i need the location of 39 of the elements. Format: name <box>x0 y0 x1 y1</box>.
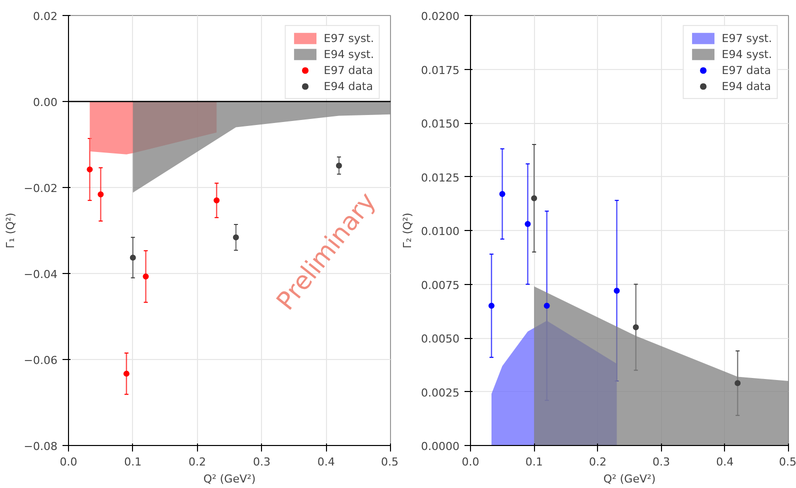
y-tick-label: 0.0125 <box>421 171 460 184</box>
x-tick-label: 0.4 <box>317 456 335 468</box>
x-tick-label: 0.2 <box>588 456 606 468</box>
x-tick-label: 0.3 <box>652 456 670 468</box>
y-axis-title: Γ₁ (Q²) <box>4 212 17 248</box>
y-tick-label: −0.06 <box>24 354 58 367</box>
y-tick-label: 0.0175 <box>421 64 460 77</box>
legend-label: E94 syst. <box>324 48 374 60</box>
legend-label: E94 data <box>324 80 373 92</box>
y-tick-label: 0.02 <box>33 10 58 23</box>
y-tick-label: −0.08 <box>24 440 58 453</box>
y-tick-label: 0.0050 <box>421 332 460 346</box>
y-tick-label: 0.0075 <box>421 278 460 292</box>
y-tick-label: 0.0150 <box>421 118 460 130</box>
x-tick-label: 0.0 <box>462 456 480 468</box>
y-tick-label: 0.0100 <box>421 225 460 238</box>
y-tick-label: −0.02 <box>24 182 58 195</box>
y-tick-label: 0.0025 <box>421 386 460 400</box>
y-tick-label: 0.00 <box>33 96 58 109</box>
legend-label: E97 data <box>324 64 373 76</box>
y-axis-title: Γ₂ (Q²) <box>401 212 414 248</box>
x-tick-label: 0.2 <box>188 456 206 468</box>
legend-label: E97 syst. <box>324 32 374 44</box>
x-tick-label: 0.1 <box>525 456 543 468</box>
x-tick-label: 0.5 <box>779 456 796 468</box>
y-tick-label: 0.0000 <box>421 440 460 453</box>
legend-label: E97 data <box>722 64 771 76</box>
x-tick-label: 0.1 <box>124 456 142 468</box>
x-axis-title: Q² (GeV²) <box>203 472 256 486</box>
legend-label: E94 syst. <box>722 48 772 60</box>
y-tick-label: −0.04 <box>24 268 58 281</box>
x-axis-title: Q² (GeV²) <box>603 472 656 486</box>
y-tick-label: 0.0200 <box>421 10 460 23</box>
x-tick-label: 0.5 <box>381 456 399 468</box>
x-tick-label: 0.4 <box>716 456 734 468</box>
x-tick-label: 0.3 <box>252 456 270 468</box>
legend-label: E94 data <box>722 80 771 92</box>
x-tick-label: 0.0 <box>60 456 78 468</box>
legend-label: E97 syst. <box>722 32 772 44</box>
